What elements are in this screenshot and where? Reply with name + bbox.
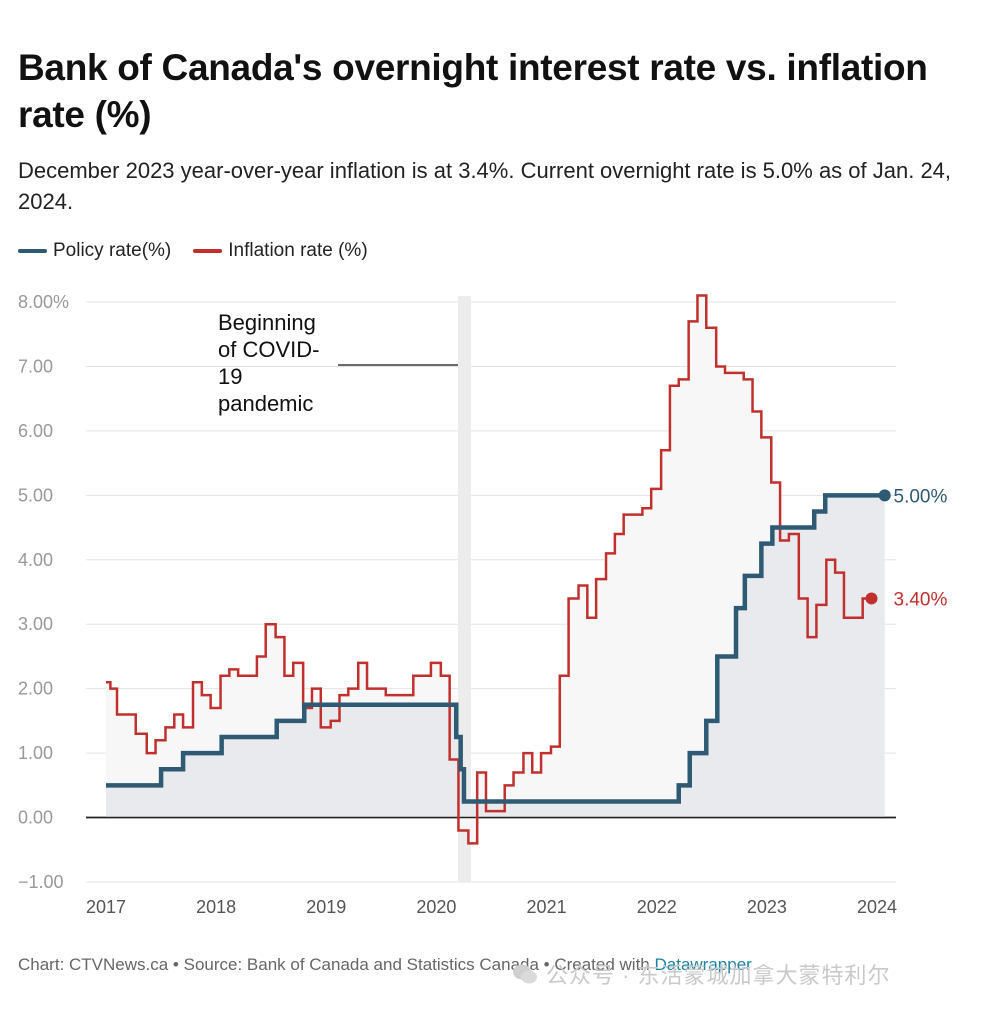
y-tick-label: 8.00% — [18, 292, 69, 312]
y-tick-label: 5.00 — [18, 485, 53, 505]
x-tick-label: 2021 — [527, 897, 567, 917]
policy-area — [106, 495, 885, 818]
legend-swatch-policy-rate — [18, 249, 47, 253]
y-tick-label: 7.00 — [18, 356, 53, 376]
end-label-inflation-rate: 3.40% — [894, 589, 948, 610]
end-marker-policy-rate — [878, 489, 891, 502]
watermark-text: 公众号 · 东活蒙城加拿大蒙特利尔 — [546, 963, 891, 988]
legend-item-policy-rate: Policy rate(%) — [18, 240, 171, 262]
y-tick-label: −1.00 — [18, 872, 64, 892]
x-tick-label: 2018 — [196, 897, 236, 917]
wechat-icon — [513, 964, 537, 984]
footer-source-text: Chart: CTVNews.ca • Source: Bank of Cana… — [18, 955, 655, 974]
y-tick-label: 4.00 — [18, 550, 53, 570]
x-tick-label: 2024 — [857, 897, 897, 917]
legend-swatch-inflation-rate — [193, 249, 223, 253]
x-tick-label: 2019 — [306, 897, 346, 917]
y-tick-label: 3.00 — [18, 614, 53, 634]
watermark: 公众号 · 东活蒙城加拿大蒙特利尔 — [512, 958, 891, 990]
legend-item-inflation-rate: Inflation rate (%) — [193, 240, 368, 262]
legend-label-policy-rate: Policy rate(%) — [53, 240, 172, 261]
series-line-inflation-rate — [106, 294, 872, 845]
y-tick-label: 6.00 — [18, 421, 53, 441]
chart-footer: Chart: CTVNews.ca • Source: Bank of Cana… — [18, 955, 752, 975]
end-label-policy-rate: 5.00% — [894, 486, 948, 507]
chart-subtitle: December 2023 year-over-year inflation i… — [18, 158, 952, 214]
datawrapper-link[interactable]: Datawrapper — [654, 955, 752, 974]
x-tick-label: 2023 — [747, 897, 787, 917]
legend-label-inflation-rate: Inflation rate (%) — [228, 240, 368, 261]
x-tick-label: 2017 — [86, 897, 126, 917]
chart-title: Bank of Canada's overnight interest rate… — [18, 47, 928, 135]
annotation-text-line: 19 — [218, 364, 242, 389]
annotation-text-line: of COVID- — [218, 337, 319, 362]
inflation-area — [106, 295, 885, 844]
annotation-text-line: Beginning — [218, 310, 316, 335]
y-tick-label: 1.00 — [18, 743, 53, 763]
end-marker-inflation-rate — [865, 592, 878, 605]
annotation-text-line: pandemic — [218, 391, 313, 416]
x-tick-label: 2020 — [416, 897, 456, 917]
y-tick-label: 0.00 — [18, 808, 53, 828]
x-tick-label: 2022 — [637, 897, 677, 917]
series-line-policy-rate — [106, 493, 885, 804]
chart-legend: Policy rate(%) Inflation rate (%) — [18, 240, 390, 262]
y-tick-label: 2.00 — [18, 679, 53, 699]
